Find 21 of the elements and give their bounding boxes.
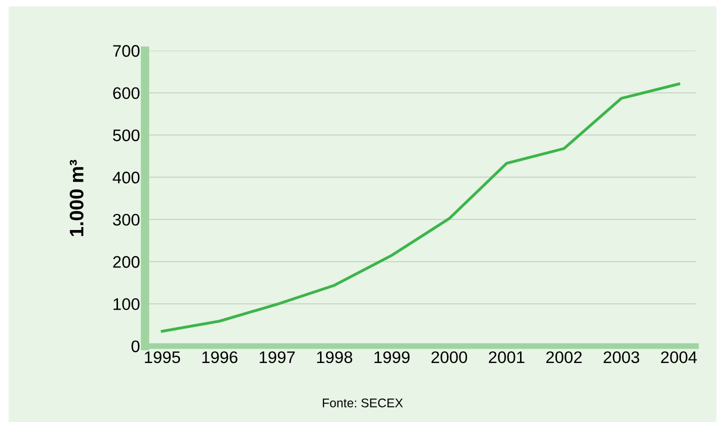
y-tick-label: 300 — [112, 214, 140, 226]
source-note: Fonte: SECEX — [322, 398, 403, 408]
y-tick-label: 100 — [114, 298, 140, 310]
y-tick-label: 700 — [113, 45, 140, 57]
x-tick-label: 1996 — [202, 351, 238, 364]
y-tick-label: 200 — [113, 256, 140, 268]
x-tick-label: 2003 — [604, 351, 640, 364]
y-tick-label: 0 — [132, 340, 140, 352]
x-tick-label: 1999 — [374, 351, 410, 364]
x-tick-label: 2004 — [661, 351, 697, 364]
x-tick-label: 2001 — [488, 351, 524, 364]
line-series — [160, 82, 680, 333]
x-tick-label: 1997 — [260, 351, 295, 364]
y-axis-title: 1.000 m³ — [70, 160, 84, 236]
x-tick-label: 1995 — [144, 351, 180, 364]
y-tick-label: 400 — [112, 172, 140, 184]
y-tick-label: 500 — [113, 129, 140, 142]
x-tick-label: 2002 — [546, 351, 582, 364]
x-tick-label: 1998 — [317, 351, 352, 364]
x-tick-label: 2000 — [432, 351, 468, 364]
y-tick-label: 600 — [113, 87, 140, 100]
